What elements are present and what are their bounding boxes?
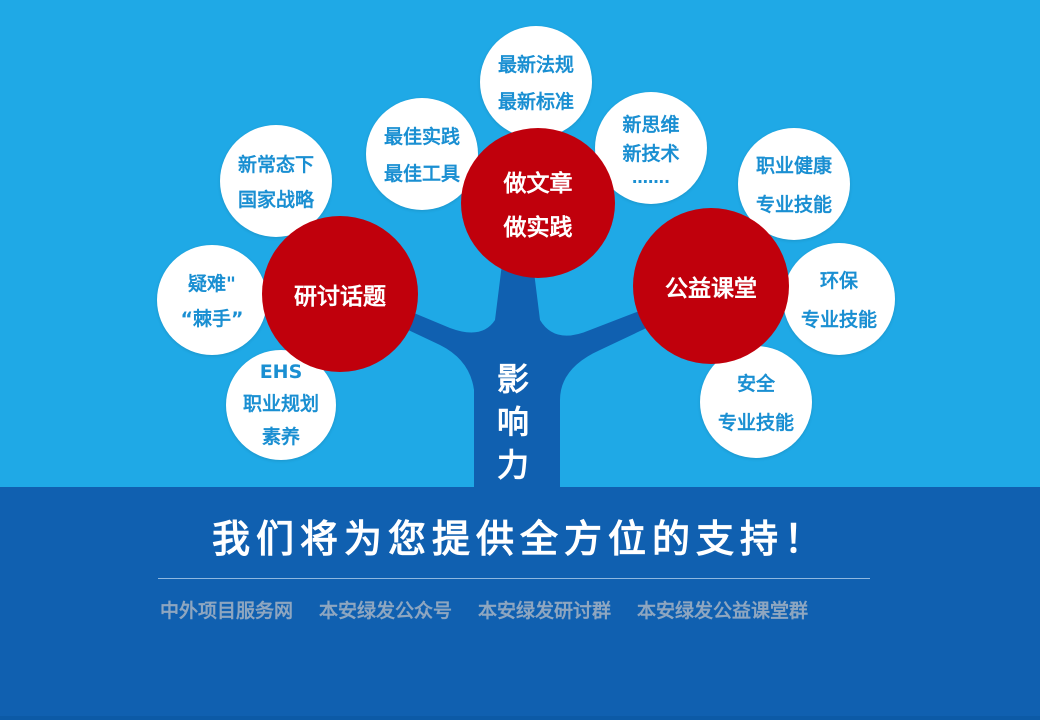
footer-band <box>0 487 1040 720</box>
bubble-new-normal: 新常态下 国家战略 <box>220 125 332 237</box>
footer-link-classroom-group: 本安绿发公益课堂群 <box>637 600 809 622</box>
bubble-line: 疑难" <box>188 273 236 295</box>
bubble-latest-laws: 最新法规 最新标准 <box>480 26 592 138</box>
bubble-difficult-issues: 疑难" “棘手” <box>157 245 267 355</box>
bubble-line: EHS <box>259 361 303 383</box>
bubble-safety: 安全 专业技能 <box>700 346 812 458</box>
bubble-line: 职业健康 <box>755 155 832 177</box>
bubble-line: 最新法规 <box>497 54 574 76</box>
hub-label: 做实践 <box>503 215 573 241</box>
hub-discussion-topics: 研讨话题 <box>262 216 418 372</box>
trunk-char: 响 <box>496 403 529 441</box>
tree-trunk <box>370 240 676 490</box>
footer-link-public-account: 本安绿发公众号 <box>319 600 453 622</box>
bubble-line: 环保 <box>819 270 858 292</box>
bubble-line: 最佳工具 <box>383 163 460 185</box>
bubble-line: “棘手” <box>180 308 244 330</box>
bubble-line: 安全 <box>736 373 775 395</box>
bubble-line: 最佳实践 <box>383 126 460 148</box>
bubble-line: 专业技能 <box>717 412 794 434</box>
bubble-line: 专业技能 <box>800 309 877 331</box>
bubble-best-practice: 最佳实践 最佳工具 <box>366 98 478 210</box>
bubble-environment: 环保 专业技能 <box>783 243 895 355</box>
trunk-char: 影 <box>496 360 529 398</box>
bubble-line: 专业技能 <box>755 194 832 216</box>
hub-label: 做文章 <box>503 171 573 197</box>
footer-link-project-service: 中外项目服务网 <box>160 600 294 622</box>
bubble-occupational-health: 职业健康 专业技能 <box>738 128 850 240</box>
divider <box>158 578 870 579</box>
headline: 我们将为您提供全方位的支持！ <box>211 517 828 561</box>
bottom-edge <box>0 716 1040 720</box>
hub-public-classroom: 公益课堂 <box>633 208 789 364</box>
bubble-new-thinking: 新思维 新技术 ……. <box>595 92 707 204</box>
bubble-line: 新思维 <box>622 113 680 136</box>
trunk-char: 力 <box>496 446 529 484</box>
hub-label: 公益课堂 <box>665 276 757 302</box>
footer-link-discussion-group: 本安绿发研讨群 <box>478 600 612 622</box>
bubble-line: 新常态下 <box>237 154 314 176</box>
hub-write-and-practice: 做文章 做实践 <box>461 128 615 278</box>
hub-label: 研讨话题 <box>294 284 386 310</box>
bubble-line: 职业规划 <box>242 393 319 415</box>
bubble-line: ……. <box>631 167 671 187</box>
bubble-ehs: EHS 职业规划 素养 <box>226 350 336 460</box>
bubble-line: 国家战略 <box>237 189 314 211</box>
footer-links: 中外项目服务网 本安绿发公众号 本安绿发研讨群 本安绿发公益课堂群 <box>160 596 880 623</box>
bubble-line: 素养 <box>261 426 300 448</box>
trunk-influence-label: 影 响 力 <box>486 358 540 487</box>
bubble-line: 新技术 <box>622 142 680 165</box>
bubble-line: 最新标准 <box>497 91 574 113</box>
